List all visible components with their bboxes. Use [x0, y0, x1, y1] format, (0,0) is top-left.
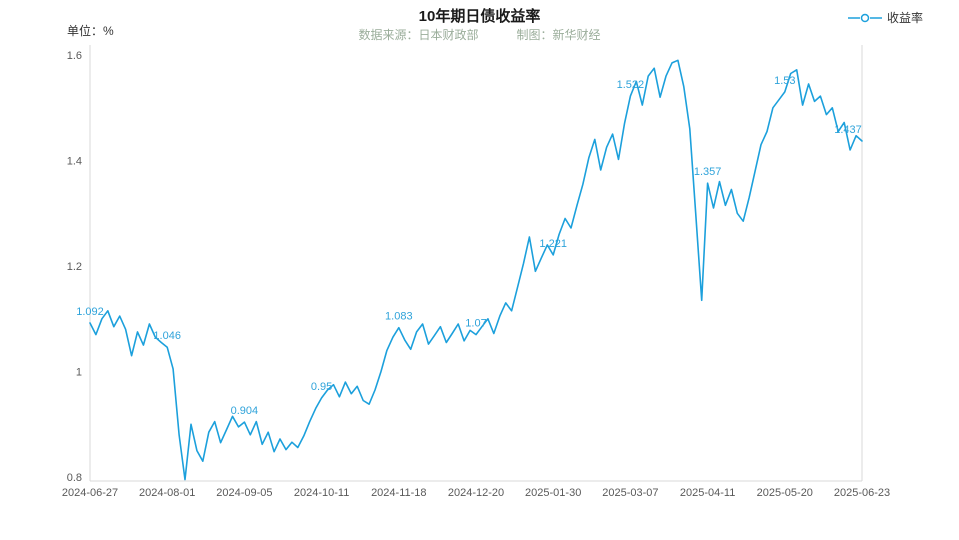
x-axis-tick-label: 2024-06-27	[62, 487, 118, 499]
data-source-label: 数据来源：日本财政部	[358, 28, 479, 42]
unit-label: 单位：%	[67, 24, 114, 38]
x-axis-tick-label: 2025-01-30	[525, 487, 581, 499]
x-axis-tick-label: 2024-10-11	[294, 487, 349, 499]
y-axis-tick-label: 0.8	[67, 472, 82, 484]
x-axis-tick-label: 2024-11-18	[371, 487, 426, 499]
point-value-label: 1.221	[539, 238, 567, 250]
point-value-label: 1.083	[385, 311, 413, 323]
y-axis-tick-label: 1.2	[67, 261, 82, 273]
x-axis-tick-label: 2025-06-23	[834, 487, 890, 499]
subtitle: 数据来源：日本财政部 制图：新华财经	[0, 26, 959, 43]
y-axis-tick-label: 1.6	[67, 50, 82, 62]
y-axis-tick-label: 1	[76, 367, 82, 379]
point-value-label: 1.437	[834, 124, 862, 136]
point-value-label: 1.53	[774, 75, 795, 87]
point-value-label: 0.95	[311, 381, 332, 393]
point-value-label: 1.357	[694, 166, 722, 178]
yield-line	[89, 59, 863, 481]
legend-label: 收益率	[886, 11, 923, 25]
x-axis-tick-label: 2025-05-20	[757, 487, 813, 499]
y-axis-tick-label: 1.4	[67, 156, 82, 168]
credit-label: 制图：新华财经	[516, 28, 601, 42]
x-axis-tick-label: 2024-12-20	[448, 487, 504, 499]
x-axis-tick-label: 2025-04-11	[680, 487, 735, 499]
point-value-label: 1.046	[153, 330, 181, 342]
x-axis-tick-label: 2024-08-01	[139, 487, 195, 499]
x-axis-tick-label: 2024-09-05	[216, 487, 272, 499]
chart-title: 10年期日债收益率	[418, 8, 541, 25]
point-value-label: 0.904	[231, 405, 259, 417]
point-value-label: 1.092	[76, 306, 104, 318]
x-axis-tick-label: 2025-03-07	[602, 487, 658, 499]
legend-item-yield[interactable]: 收益率	[847, 9, 923, 26]
legend-line-marker-icon	[847, 13, 882, 23]
point-value-label: 1.07	[465, 318, 486, 330]
point-value-label: 1.522	[617, 79, 645, 91]
